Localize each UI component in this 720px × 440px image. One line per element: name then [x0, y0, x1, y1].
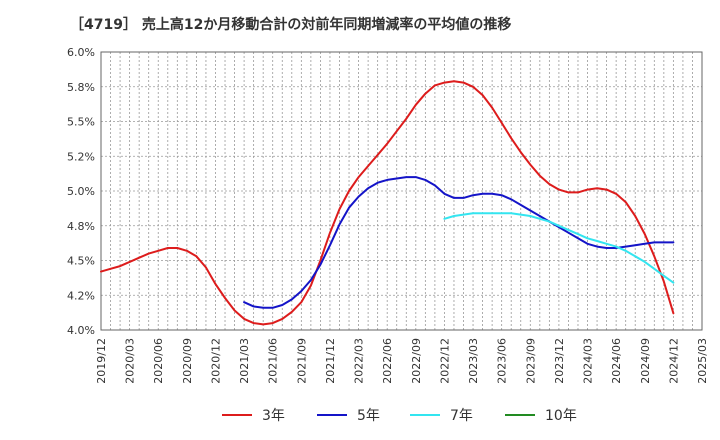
- x-tick-label: 2020/03: [124, 338, 137, 384]
- legend-label-3: 7年: [450, 408, 473, 424]
- y-tick-label: 4.5%: [67, 255, 95, 268]
- x-tick-label: 2020/12: [209, 338, 222, 384]
- x-tick-label: 2023/03: [467, 338, 480, 384]
- x-tick-label: 2025/03: [696, 338, 709, 384]
- y-tick-label: 5.5%: [67, 116, 95, 129]
- x-tick-label: 2020/06: [152, 338, 165, 384]
- x-tick-label: 2024/06: [610, 338, 623, 384]
- x-tick-label: 2021/06: [267, 338, 280, 384]
- x-tick-label: 2022/03: [353, 338, 366, 384]
- x-tick-label: 2023/12: [553, 338, 566, 384]
- y-tick-label: 5.8%: [67, 81, 95, 94]
- x-tick-label: 2022/12: [438, 338, 451, 384]
- x-tick-label: 2022/09: [410, 338, 423, 384]
- x-tick-label: 2024/09: [639, 338, 652, 384]
- series-line-1: [100, 80, 675, 326]
- x-tick-label: 2021/03: [238, 338, 251, 384]
- series-line-2: [243, 176, 675, 309]
- legend-label-1: 3年: [262, 408, 285, 424]
- x-tick-label: 2022/06: [381, 338, 394, 384]
- x-tick-label: 2021/09: [295, 338, 308, 384]
- x-tick-label: 2019/12: [95, 338, 108, 384]
- chart-title: ［4719］ 売上高12か月移動合計の対前年同期増減率の平均値の推移: [70, 17, 512, 33]
- y-tick-label: 5.2%: [67, 150, 95, 163]
- x-tick-label: 2023/09: [524, 338, 537, 384]
- y-tick-label: 5.0%: [67, 185, 95, 198]
- x-tick-label: 2024/12: [667, 338, 680, 384]
- y-tick-label: 6.0%: [67, 46, 95, 59]
- x-tick-label: 2021/12: [324, 338, 337, 384]
- y-tick-label: 4.2%: [67, 289, 95, 302]
- x-tick-label: 2024/03: [582, 338, 595, 384]
- y-tick-label: 4.0%: [67, 324, 95, 337]
- legend-label-2: 5年: [357, 408, 380, 424]
- legend-label-4: 10年: [545, 408, 577, 424]
- y-tick-label: 4.8%: [67, 220, 95, 233]
- series-line-3: [443, 212, 675, 284]
- x-tick-label: 2020/09: [181, 338, 194, 384]
- x-tick-label: 2023/06: [496, 338, 509, 384]
- plot-border: [100, 51, 703, 331]
